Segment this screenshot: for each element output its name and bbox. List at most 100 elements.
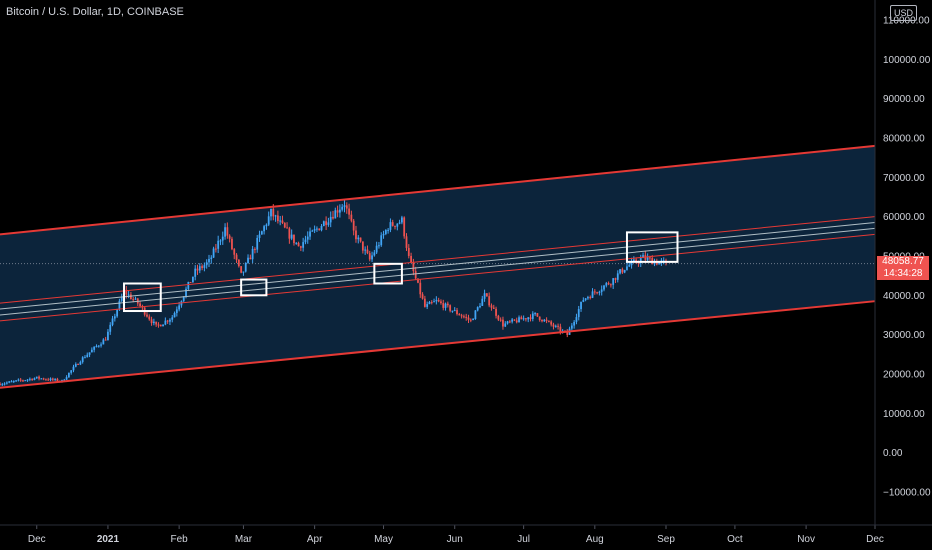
- candle-body: [520, 317, 523, 320]
- channel-outer-lower-line: [0, 300, 876, 389]
- candle-body: [242, 271, 245, 273]
- candle-body: [575, 317, 578, 322]
- candle-body: [178, 305, 181, 310]
- candle-body: [474, 310, 477, 320]
- candle-body: [51, 378, 54, 380]
- candle-body: [311, 230, 314, 232]
- x-tick-label: Dec: [28, 534, 46, 545]
- candle-body: [196, 268, 199, 271]
- candle-body: [194, 268, 197, 277]
- candle-body: [231, 238, 233, 250]
- candle-body: [5, 382, 8, 384]
- candle-body: [522, 318, 525, 320]
- marker-box: [123, 282, 162, 313]
- symbol-title[interactable]: Bitcoin / U.S. Dollar, 1D, COINBASE: [6, 6, 184, 18]
- candle-body: [169, 319, 171, 322]
- candle-body: [260, 231, 263, 235]
- candle-body: [573, 321, 576, 326]
- candle-body: [224, 227, 226, 237]
- candle-body: [632, 259, 635, 261]
- candle-body: [518, 317, 520, 323]
- candle-body: [541, 319, 543, 322]
- candle-body: [288, 228, 291, 239]
- x-tick-label: Dec: [866, 534, 884, 545]
- candle-body: [405, 236, 408, 248]
- y-tick-label: 60000.00: [883, 212, 925, 223]
- candle-body: [109, 324, 112, 332]
- x-tick-label: Jul: [517, 534, 530, 545]
- candle-body: [31, 378, 34, 380]
- candle-body: [1, 384, 4, 386]
- candle-body: [235, 254, 238, 260]
- candle-body: [226, 227, 229, 236]
- candle-body: [511, 319, 514, 322]
- candle-body: [559, 326, 562, 332]
- candle-body: [499, 319, 502, 321]
- candle-body: [279, 220, 282, 222]
- candle-body: [401, 217, 403, 223]
- candle-body: [120, 296, 123, 301]
- candle-body: [10, 381, 13, 383]
- y-tick-label: 0.00: [883, 448, 903, 459]
- candle-body: [414, 271, 417, 279]
- candle-body: [100, 344, 102, 346]
- candle-body: [281, 220, 284, 223]
- candle-body: [384, 230, 387, 234]
- currency-badge[interactable]: USD: [890, 5, 917, 21]
- candle-body: [65, 377, 68, 380]
- candle-body: [77, 363, 79, 365]
- candle-body: [364, 249, 367, 251]
- candle-body: [258, 234, 261, 238]
- candle-body: [293, 234, 295, 244]
- candle-body: [72, 366, 75, 371]
- candle-body: [304, 239, 307, 243]
- candle-body: [302, 242, 305, 248]
- candle-body: [621, 269, 624, 273]
- candle-body: [263, 226, 266, 232]
- candle-body: [155, 321, 158, 325]
- candle-body: [205, 262, 208, 266]
- candle-body: [605, 283, 608, 286]
- candle-body: [254, 248, 256, 250]
- bar-countdown-label: 14:34:28: [877, 268, 929, 280]
- candle-body: [17, 379, 20, 381]
- candle-body: [419, 282, 422, 295]
- candle-body: [173, 312, 176, 318]
- x-tick-label: Aug: [586, 534, 604, 545]
- candle-body: [306, 236, 309, 240]
- candle-body: [403, 217, 406, 237]
- x-tick-label: Oct: [727, 534, 743, 545]
- candle-body: [134, 298, 137, 300]
- candle-body: [309, 231, 311, 237]
- candle-body: [456, 310, 458, 315]
- candle-body: [552, 324, 555, 327]
- channel-fill: [0, 145, 875, 388]
- x-tick-label: Feb: [171, 534, 189, 545]
- candle-body: [488, 296, 491, 306]
- candle-body: [446, 303, 449, 306]
- channel-mid-lower-line: [0, 227, 876, 316]
- candle-body: [125, 289, 128, 295]
- candle-body: [175, 309, 178, 313]
- candle-body: [603, 285, 605, 290]
- y-tick-label: −10000.00: [883, 487, 931, 498]
- candle-body: [102, 339, 105, 345]
- y-tick-label: 20000.00: [883, 369, 925, 380]
- candle-body: [460, 315, 463, 317]
- candle-body: [90, 349, 93, 353]
- candle-body: [297, 242, 300, 247]
- candle-body: [28, 378, 31, 380]
- candle-body: [527, 317, 530, 320]
- last-price-label: 48058.77: [877, 256, 929, 268]
- candle-body: [0, 383, 1, 386]
- candle-body: [591, 291, 594, 298]
- candle-body: [327, 222, 330, 225]
- candle-body: [366, 249, 369, 254]
- candle-body: [368, 253, 371, 260]
- candle-body: [566, 331, 569, 335]
- channel-outer-upper-line: [0, 144, 876, 236]
- candle-body: [182, 296, 185, 302]
- candle-body: [237, 259, 240, 267]
- candle-body: [217, 240, 220, 249]
